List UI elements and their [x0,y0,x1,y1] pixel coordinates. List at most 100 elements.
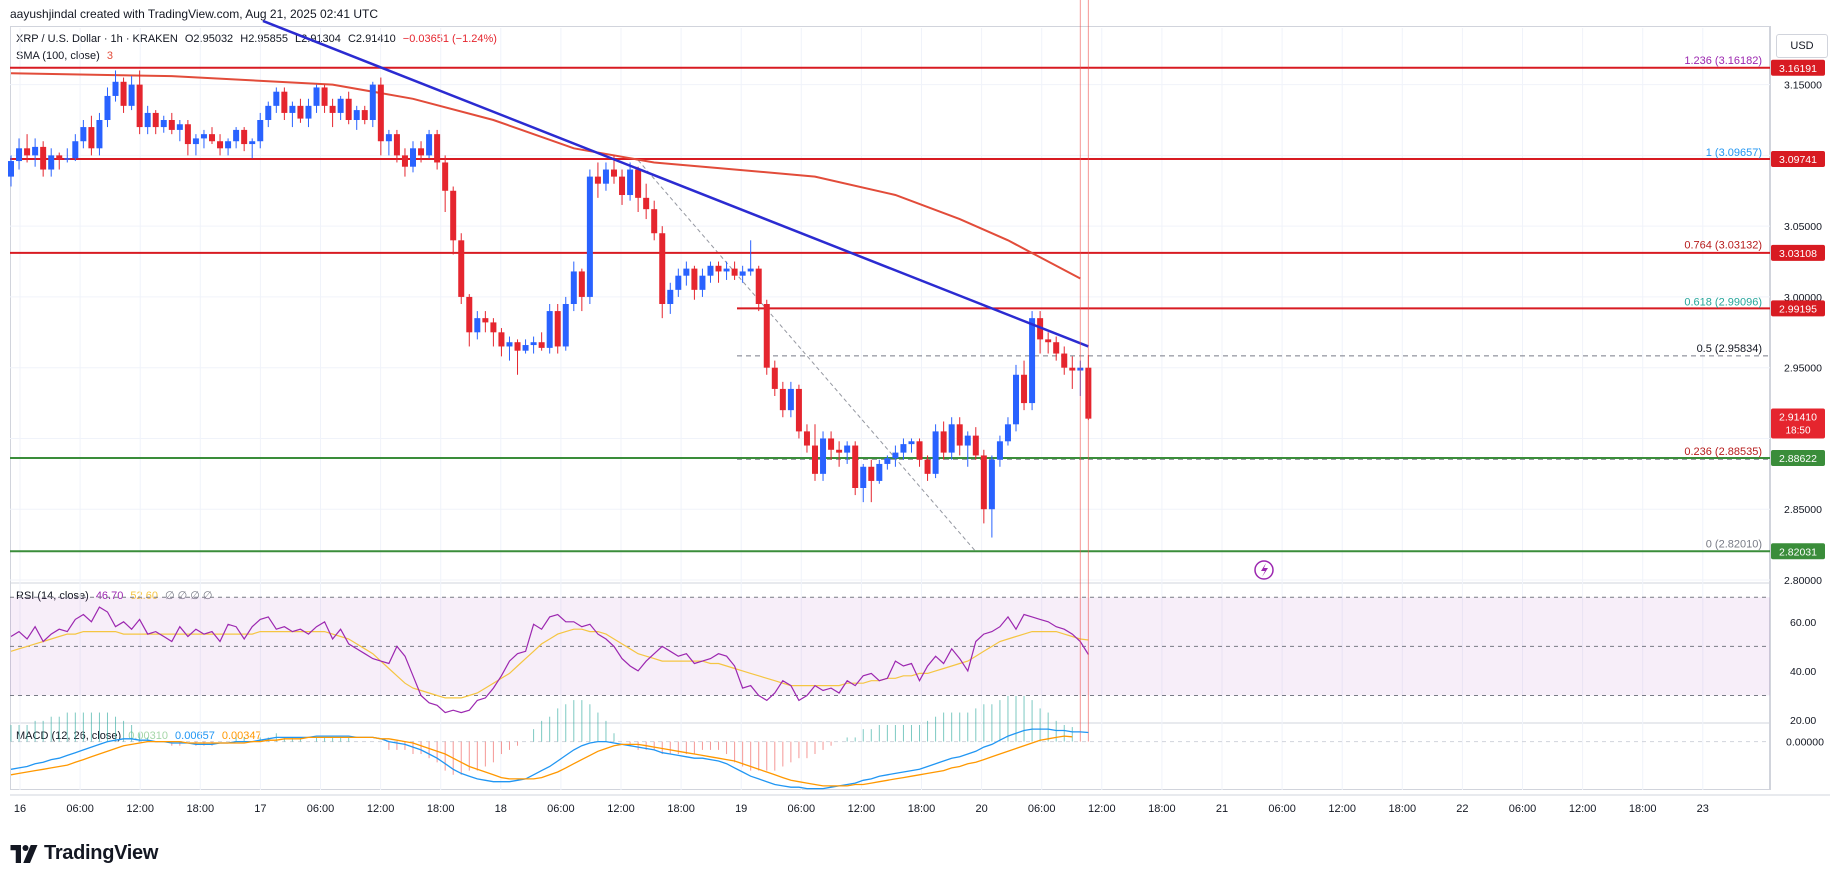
candle [401,148,408,177]
candle [779,381,786,418]
rsi-value: 46.70 [95,590,124,602]
candle-body [225,141,232,149]
candle [498,328,505,357]
candle [281,87,288,120]
time-tick-label: 18:00 [1389,803,1417,815]
candle [554,304,561,354]
candle-body [249,141,256,145]
candle-body [273,91,280,106]
candle [337,95,344,120]
candle [297,98,304,123]
lightning-icon [1254,560,1274,580]
candle-body [627,169,634,196]
candle-body [393,134,400,156]
candle [530,336,537,354]
candle-body [233,129,240,142]
candle-body [1069,367,1076,371]
candle [184,120,191,156]
candle-body [1029,318,1036,404]
candle [940,421,947,460]
candle-body [24,148,31,156]
candle [562,296,569,351]
candle [651,200,658,241]
candle-body [554,311,561,347]
candle [385,129,392,156]
candle [289,101,296,128]
time-tick-label: 19 [735,803,747,815]
candle-body [964,435,971,446]
candle-body [892,452,899,459]
candle [120,77,127,113]
candle-body [369,84,376,120]
candle-body [707,265,714,276]
symbol-title[interactable]: XRP / U.S. Dollar · 1h · KRAKEN [16,33,178,45]
candle [667,282,674,314]
candle-body [683,268,690,276]
candle [908,438,915,453]
candle-body [80,127,87,142]
sma-legend[interactable]: SMA (100, close) 3 [16,50,117,62]
candle [763,299,770,375]
last-price-label: 2.91410 [1779,412,1817,424]
macd-legend[interactable]: MACD (12, 26, close) 0.00310 0.00657 0.0… [16,730,266,742]
candle-body [803,431,810,446]
candle-body [771,367,778,389]
candle [96,112,103,156]
candle-body [88,127,95,149]
resistance-price-label: 3.16191 [1779,63,1817,75]
candle-body [1021,374,1028,404]
candle [72,134,79,162]
candle-body [852,445,859,488]
brand-name: TradingView [44,842,159,864]
tradingview-brand[interactable]: TradingView [10,842,158,865]
candle [1013,364,1019,432]
candle [755,265,762,312]
candle [482,311,489,333]
candle-body [442,162,449,191]
candle [707,261,714,283]
candle-body [136,84,143,128]
candle-body [956,424,963,446]
resistance-price-tag [1771,151,1825,168]
candle-body [96,120,103,149]
candle-body [908,441,915,445]
time-tick-label: 12:00 [607,803,635,815]
rsi-ma-value: 52.60 [130,590,158,602]
candle-body [281,91,288,113]
candle-body [884,458,891,464]
symbol-legend: XRP / U.S. Dollar · 1h · KRAKEN O2.95032… [16,33,501,45]
candle-body [410,148,416,167]
chart-credit: aayushjindal created with TradingView.co… [10,7,379,21]
candle-body [546,311,553,348]
candle [16,138,23,170]
candle-body [980,455,987,510]
candle [168,112,175,135]
candle-body [337,98,344,113]
candle-body [731,268,738,276]
candle [1029,311,1036,411]
candle-body [570,271,577,304]
candle [442,155,449,212]
candle-body [377,84,384,142]
candle [64,148,71,163]
candle-body [643,197,650,210]
fib-level-label: 0 (2.82010) [1706,539,1762,551]
candle [964,431,971,467]
candle-body [217,141,224,149]
candle-body [385,134,392,142]
time-tick-label: 12:00 [1569,803,1597,815]
candle-body [522,345,529,351]
candle [1037,311,1044,354]
candle [265,101,272,128]
candle-body [168,120,175,130]
candle-body [651,209,658,234]
resistance-price-label: 3.09741 [1779,154,1817,166]
price-tick-label: 2.95000 [1784,363,1822,375]
macd-label: MACD (12, 26, close) [16,730,122,742]
candle-body [836,449,843,453]
candle-body [450,190,457,241]
time-tick-label: 18:00 [667,803,695,815]
fib-level-label: 1 (3.09657) [1706,147,1762,159]
currency-button[interactable]: USD [1776,34,1828,58]
